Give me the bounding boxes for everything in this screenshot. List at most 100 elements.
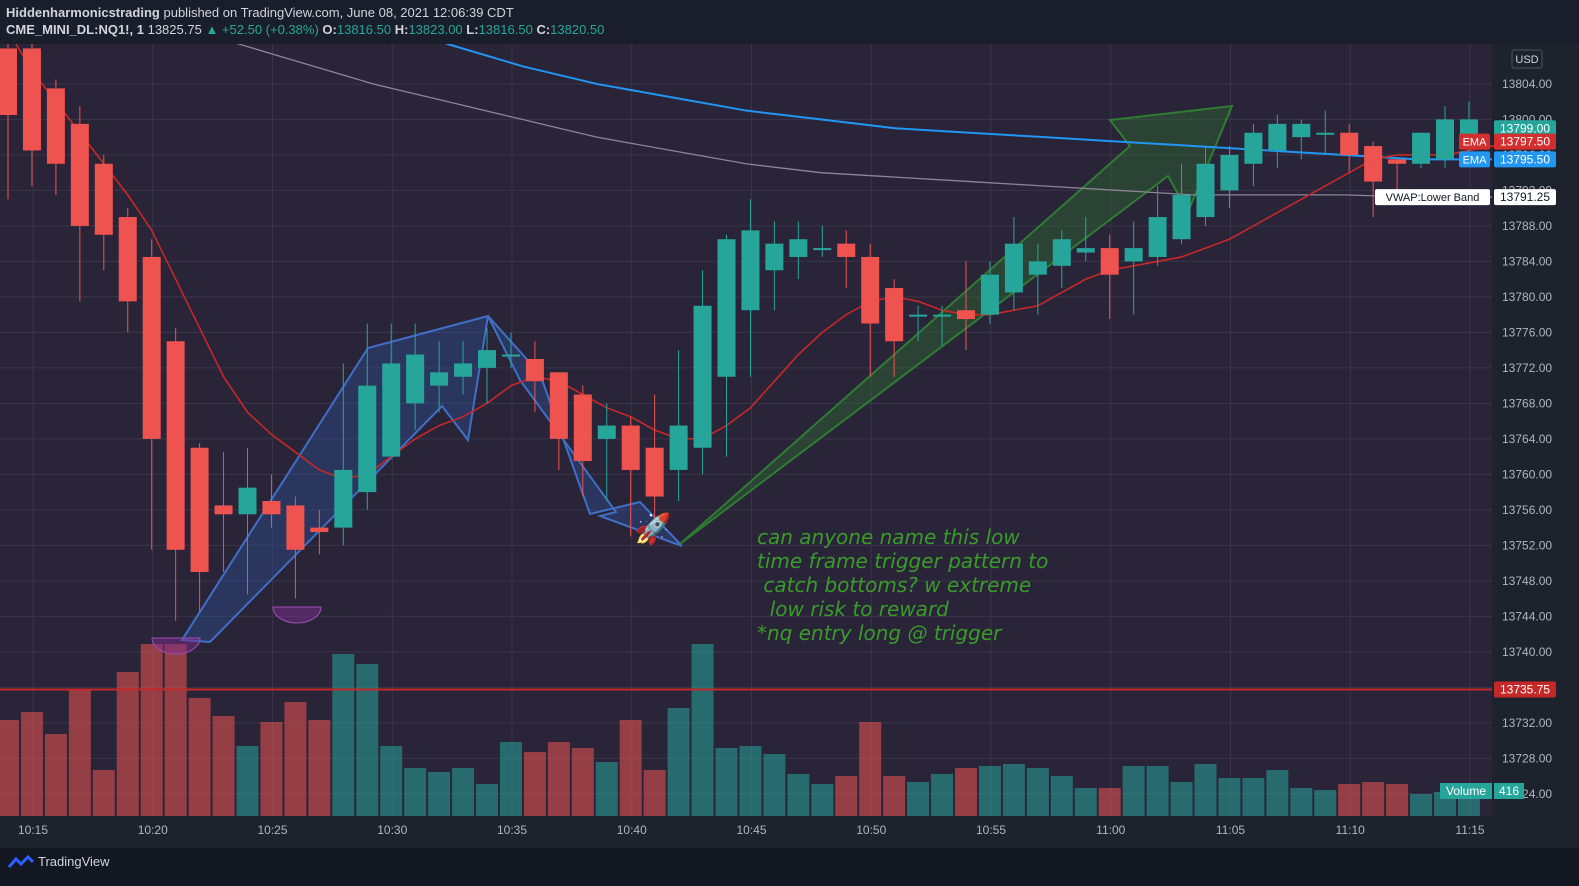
bottom-marker-1 bbox=[151, 637, 201, 655]
ema-fast-label-box bbox=[1459, 133, 1490, 150]
candle-body bbox=[813, 248, 832, 251]
candle-body bbox=[789, 239, 808, 257]
candle-body bbox=[909, 314, 928, 317]
price-tick-label: 13768.00 bbox=[1502, 396, 1552, 410]
close-label: C: bbox=[536, 22, 551, 37]
volume-bar bbox=[404, 768, 427, 816]
ema-slow-tag bbox=[1494, 151, 1556, 168]
volume-bar bbox=[1002, 764, 1025, 816]
candle-body bbox=[1412, 132, 1431, 164]
chart-header: Hiddenharmonicstrading published on Trad… bbox=[0, 0, 1579, 44]
candle-body bbox=[94, 163, 113, 235]
volume-bar bbox=[835, 776, 858, 816]
candle-body bbox=[334, 469, 353, 528]
candle-body bbox=[454, 363, 473, 377]
green-arrow-drawing[interactable] bbox=[679, 104, 1234, 545]
candle-body bbox=[478, 350, 496, 368]
close-value: 13820.50 bbox=[550, 22, 605, 37]
volume-bar bbox=[380, 746, 403, 816]
volume-bar bbox=[284, 702, 307, 816]
volume-bar bbox=[332, 654, 355, 816]
price-tick-label: 13732.00 bbox=[1502, 716, 1552, 730]
time-tick-label: 10:20 bbox=[138, 823, 168, 837]
price-tick-label: 13780.00 bbox=[1502, 290, 1552, 304]
candle-body bbox=[1196, 163, 1215, 218]
volume-bar bbox=[68, 690, 91, 816]
annotation-text[interactable]: can anyone name this low time frame trig… bbox=[757, 525, 1049, 645]
candle-body bbox=[190, 447, 209, 572]
volume-bar bbox=[595, 762, 618, 816]
volume-bar bbox=[116, 672, 139, 816]
ema-slow-value: 13795.50 bbox=[1500, 152, 1550, 166]
time-tick-label: 10:55 bbox=[976, 823, 1006, 837]
price-tick-label: 13776.00 bbox=[1502, 325, 1552, 339]
volume-bars bbox=[0, 644, 1480, 816]
volume-value-box bbox=[1494, 783, 1524, 799]
axis-labels: 13804.0013800.0013796.0013792.0013788.00… bbox=[18, 77, 1552, 837]
price-tick-label: 13748.00 bbox=[1502, 574, 1552, 588]
candle-body bbox=[46, 88, 65, 164]
vwap-lower-value: 13791.25 bbox=[1500, 190, 1550, 204]
candle-body bbox=[717, 239, 736, 377]
candle-body bbox=[166, 341, 185, 550]
last-price: 13825.75 bbox=[147, 22, 202, 37]
ema-slow-label: EMA bbox=[1463, 154, 1488, 166]
volume-bar bbox=[428, 772, 451, 816]
time-tick-label: 10:45 bbox=[736, 823, 766, 837]
vwap-lower-line bbox=[236, 44, 1492, 198]
volume-bar bbox=[787, 774, 810, 816]
price-tick-label: 13744.00 bbox=[1502, 609, 1552, 623]
price-tick-label: 13728.00 bbox=[1502, 751, 1552, 765]
high-label: H: bbox=[394, 22, 409, 37]
volume-bar bbox=[260, 722, 283, 816]
vwap-lower-label-box bbox=[1375, 189, 1490, 206]
tradingview-logo[interactable]: TradingView bbox=[8, 854, 110, 869]
time-axis[interactable] bbox=[0, 816, 1492, 848]
volume-bar bbox=[1457, 794, 1480, 816]
volume-bar bbox=[44, 734, 67, 816]
price-tick-label: 13784.00 bbox=[1502, 254, 1552, 268]
ema-fast-line bbox=[15, 44, 1517, 480]
time-tick-label: 10:25 bbox=[257, 823, 287, 837]
tradingview-brand: TradingView bbox=[38, 854, 110, 869]
time-tick-label: 10:50 bbox=[856, 823, 886, 837]
volume-bar bbox=[1266, 770, 1289, 816]
time-tick-label: 11:15 bbox=[1455, 823, 1484, 837]
candle-body bbox=[310, 527, 329, 533]
open-label: O: bbox=[322, 22, 337, 37]
symbol-label[interactable]: CME_MINI_DL:NQ1!, 1 bbox=[6, 22, 144, 37]
volume-bar bbox=[1170, 782, 1193, 816]
time-tick-label: 11:05 bbox=[1216, 823, 1245, 837]
volume-tag-box bbox=[1440, 783, 1492, 799]
footer: TradingView bbox=[0, 848, 1579, 886]
candle-body bbox=[0, 48, 17, 115]
candle-body bbox=[669, 425, 688, 470]
price-tick-label: 13756.00 bbox=[1502, 503, 1552, 517]
price-axis[interactable] bbox=[1492, 44, 1579, 848]
price-chart[interactable]: 13804.0013800.0013796.0013792.0013788.00… bbox=[0, 44, 1579, 848]
volume-bar bbox=[92, 770, 115, 816]
price-tick-label: 13760.00 bbox=[1502, 467, 1552, 481]
candle-body bbox=[118, 217, 137, 302]
candlesticks bbox=[0, 44, 1478, 621]
volume-tag: Volume bbox=[1446, 784, 1486, 798]
candle-body bbox=[1076, 248, 1095, 253]
volume-bar bbox=[619, 720, 642, 816]
volume-bar bbox=[859, 722, 882, 816]
published-text: published on TradingView.com, June 08, 2… bbox=[163, 5, 514, 20]
volume-bar bbox=[955, 768, 977, 816]
vwap-lower-label: VWAP:Lower Band bbox=[1386, 192, 1480, 204]
volume-bar bbox=[356, 664, 379, 816]
candle-body bbox=[741, 230, 760, 311]
volume-bar bbox=[188, 698, 211, 816]
volume-bar bbox=[811, 784, 834, 816]
candle-body bbox=[1364, 146, 1383, 182]
low-value: 13816.50 bbox=[478, 22, 533, 37]
volume-bar bbox=[523, 752, 546, 816]
candle-body bbox=[1388, 159, 1407, 164]
candle-body bbox=[238, 487, 257, 515]
ema-slow-label-box bbox=[1459, 151, 1490, 168]
publisher-name[interactable]: Hiddenharmonicstrading bbox=[6, 5, 160, 20]
candle-body bbox=[597, 425, 616, 439]
